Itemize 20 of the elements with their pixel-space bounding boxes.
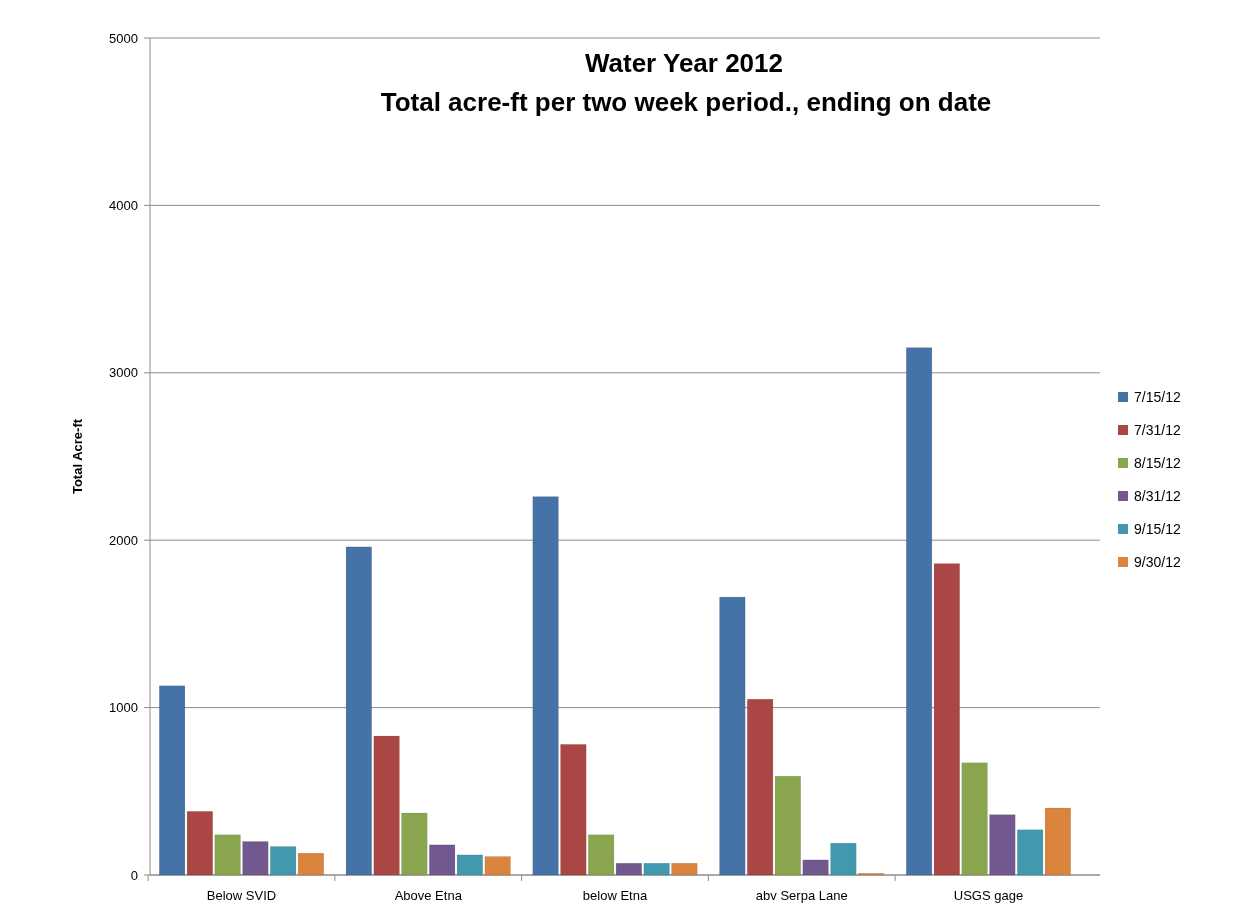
x-tick-label: Above Etna bbox=[394, 888, 463, 903]
y-tick-label: 5000 bbox=[109, 30, 138, 46]
text: Total acre-ft per two week period., ending on date bbox=[380, 87, 992, 117]
y-tick-label: 0 bbox=[130, 867, 138, 883]
legend-label: 8/31/12 bbox=[1134, 487, 1181, 504]
y-axis-title: Total Acre-ft bbox=[70, 418, 85, 495]
legend-label: 8/15/12 bbox=[1134, 454, 1181, 471]
y-tick-label: 1000 bbox=[109, 700, 138, 716]
y-tick-label: 4000 bbox=[109, 197, 138, 213]
legend-label: 7/15/12 bbox=[1134, 388, 1181, 405]
legend-label: 9/15/12 bbox=[1134, 520, 1181, 537]
legend-label: 9/30/12 bbox=[1134, 553, 1181, 570]
x-tick-label: below Etna bbox=[582, 888, 648, 903]
chart-title: Water Year 2012 bbox=[584, 48, 784, 78]
x-tick-label: USGS gage bbox=[953, 888, 1024, 903]
x-tick-label: Below SVID bbox=[206, 888, 277, 903]
legend-label: 7/31/12 bbox=[1134, 421, 1181, 438]
y-tick-label: 2000 bbox=[109, 532, 138, 548]
y-tick-label: 3000 bbox=[109, 365, 138, 381]
x-tick-label: abv Serpa Lane bbox=[755, 888, 848, 903]
